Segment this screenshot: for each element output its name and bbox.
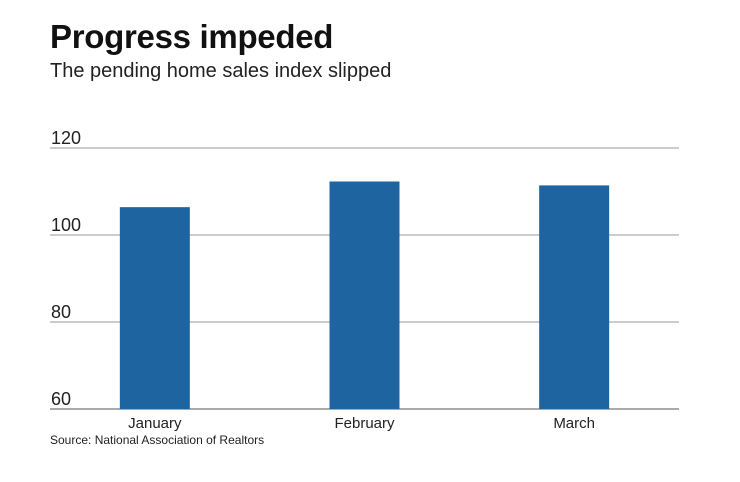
x-category-label: February: [334, 415, 395, 432]
y-tick-label: 120: [51, 128, 81, 148]
category-labels: January February March: [128, 415, 595, 432]
bars: [119, 181, 610, 409]
y-tick-label: 60: [51, 389, 71, 409]
source-note: Source: National Association of Realtors: [50, 433, 265, 447]
bar-march: [539, 185, 610, 409]
chart-subtitle: The pending home sales index slipped: [50, 60, 392, 82]
bar-january: [119, 207, 190, 409]
x-category-label: March: [553, 415, 595, 432]
y-tick-label: 80: [51, 302, 71, 322]
bar-february: [329, 181, 400, 409]
x-category-label: January: [128, 415, 182, 432]
chart-title: Progress impeded: [50, 18, 334, 55]
y-tick-label: 100: [51, 215, 81, 235]
